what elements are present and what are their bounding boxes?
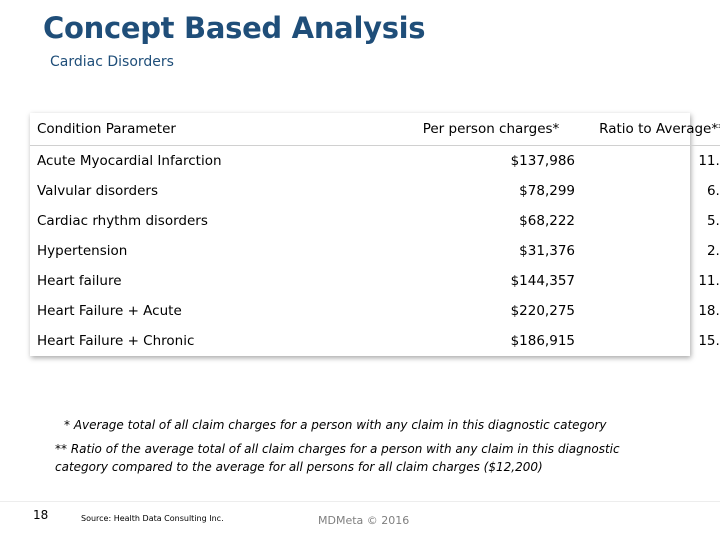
slide-title: Concept Based Analysis xyxy=(43,11,426,45)
charges-cell: $144,357 xyxy=(510,273,575,289)
table-row: Cardiac rhythm disorders $68,222 5.59 xyxy=(30,206,720,236)
charges-cell: $137,986 xyxy=(510,153,575,169)
slide-subtitle: Cardiac Disorders xyxy=(50,54,174,70)
header-condition-parameter: Condition Parameter xyxy=(37,121,176,137)
ratio-cell: 11.31 xyxy=(698,153,720,169)
ratio-cell: 11.83 xyxy=(698,273,720,289)
ratio-cell: 18.05 xyxy=(698,303,720,319)
footnote-average-charges: * Average total of all claim charges for… xyxy=(64,418,607,432)
ratio-cell: 15.32 xyxy=(698,333,720,349)
condition-cell: Heart failure xyxy=(37,273,122,289)
charges-cell: $68,222 xyxy=(519,213,575,229)
copyright-notice: MDMeta © 2016 xyxy=(318,514,410,527)
table-row: Heart Failure + Chronic $186,915 15.32 xyxy=(30,326,720,356)
table-header-row: Condition Parameter Per person charges* … xyxy=(30,113,720,146)
source-credit: Source: Health Data Consulting Inc. xyxy=(81,514,224,523)
header-per-person-charges: Per person charges* xyxy=(422,121,560,137)
table-row: Heart Failure + Acute $220,275 18.05 xyxy=(30,296,720,326)
condition-cell: Valvular disorders xyxy=(37,183,159,199)
table-row: Valvular disorders $78,299 6.42 xyxy=(30,176,720,206)
table-row: Hypertension $31,376 2.57 xyxy=(30,236,720,266)
charges-cell: $220,275 xyxy=(510,303,575,319)
condition-cell: Cardiac rhythm disorders xyxy=(37,213,208,229)
footnote-ratio: ** Ratio of the average total of all cla… xyxy=(55,442,620,474)
table-row: Heart failure $144,357 11.83 xyxy=(30,266,720,296)
table-row: Acute Myocardial Infarction $137,986 11.… xyxy=(30,146,720,177)
header-ratio-to-average: Ratio to Average** xyxy=(599,121,720,137)
page-number: 18 xyxy=(33,508,49,522)
footer-divider xyxy=(0,501,720,502)
condition-cell: Heart Failure + Chronic xyxy=(37,333,195,349)
condition-cell: Hypertension xyxy=(37,243,128,259)
charges-cell: $78,299 xyxy=(519,183,575,199)
charges-cell: $31,376 xyxy=(519,243,575,259)
ratio-cell: 6.42 xyxy=(706,183,720,199)
charges-table-container: Condition Parameter Per person charges* … xyxy=(30,113,720,356)
ratio-cell: 2.57 xyxy=(706,243,720,259)
ratio-cell: 5.59 xyxy=(706,213,720,229)
condition-cell: Heart Failure + Acute xyxy=(37,303,182,319)
condition-cell: Acute Myocardial Infarction xyxy=(37,153,222,169)
charges-table: Condition Parameter Per person charges* … xyxy=(30,113,720,356)
charges-cell: $186,915 xyxy=(510,333,575,349)
